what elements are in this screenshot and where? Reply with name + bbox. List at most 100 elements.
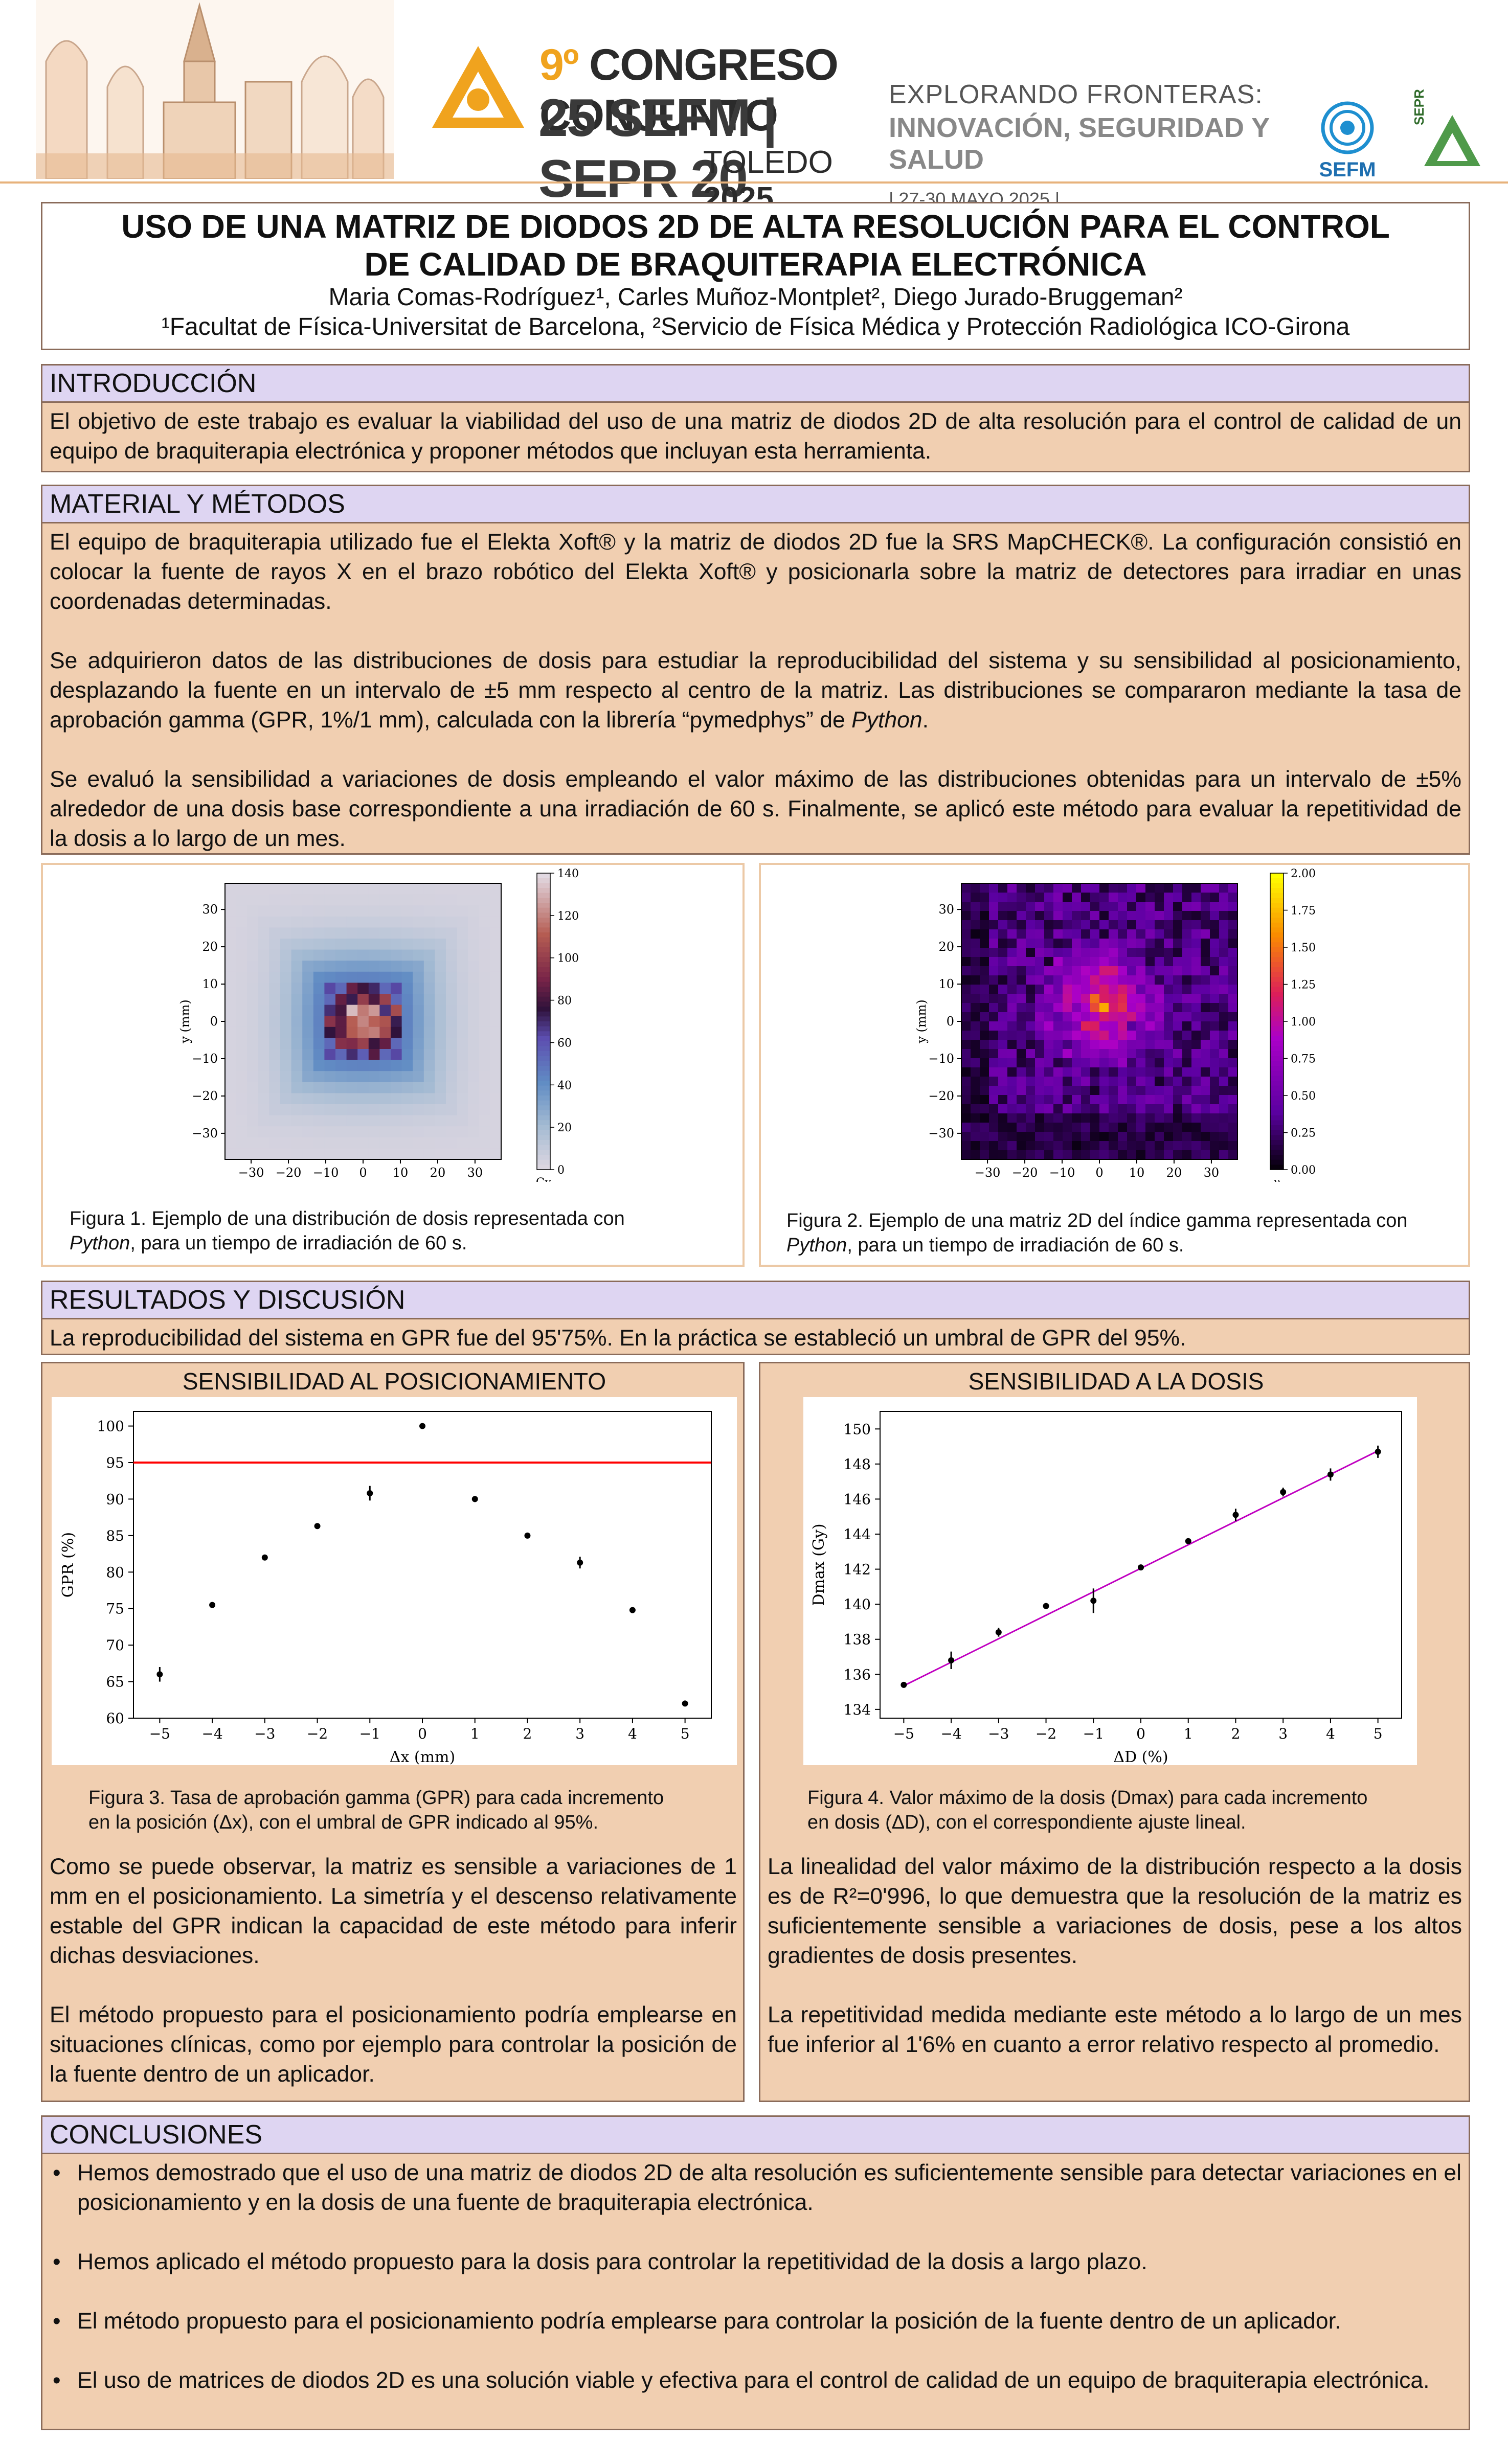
colorbar-segment bbox=[1270, 878, 1284, 883]
heatmap-cell bbox=[468, 894, 480, 906]
heatmap-cell bbox=[1127, 957, 1137, 967]
heatmap-cell bbox=[1035, 1040, 1045, 1050]
heatmap-cell bbox=[1099, 1058, 1109, 1068]
heatmap-cell bbox=[1219, 1095, 1229, 1105]
heatmap-cell bbox=[423, 1049, 435, 1061]
heatmap-cell bbox=[1035, 1095, 1045, 1105]
heatmap-cell bbox=[1090, 948, 1100, 957]
colorbar-segment bbox=[1270, 992, 1284, 997]
y-tick-label: −10 bbox=[192, 1052, 218, 1066]
heatmap-cell bbox=[423, 1115, 435, 1127]
heatmap-cell bbox=[423, 883, 435, 895]
heatmap-cell bbox=[1090, 1058, 1100, 1068]
heatmap-cell bbox=[1228, 1150, 1238, 1160]
heatmap-cell bbox=[435, 949, 446, 961]
heatmap-cell bbox=[468, 1082, 480, 1093]
heatmap-cell bbox=[1164, 948, 1174, 957]
colorbar-segment bbox=[1270, 1036, 1284, 1042]
heatmap-cell bbox=[236, 1082, 247, 1093]
heatmap-cell bbox=[247, 1137, 259, 1149]
heatmap-cell bbox=[1173, 1040, 1183, 1050]
heatmap-cell bbox=[1053, 1067, 1063, 1077]
heatmap-cell bbox=[335, 983, 347, 994]
heatmap-cell bbox=[1182, 1003, 1192, 1013]
conclusion-item: El método propuesto para el posicionamie… bbox=[50, 2307, 1461, 2336]
heatmap-cell bbox=[368, 916, 380, 928]
heatmap-cell bbox=[1017, 948, 1026, 957]
heatmap-cell bbox=[236, 927, 247, 939]
heatmap-cell bbox=[468, 1038, 480, 1050]
heatmap-cell bbox=[971, 1141, 980, 1151]
colorbar-segment bbox=[537, 1026, 550, 1032]
heatmap-cell bbox=[302, 961, 314, 972]
heatmap-cell bbox=[368, 994, 380, 1006]
heatmap-cell bbox=[1026, 985, 1036, 994]
heatmap-cell bbox=[980, 1049, 989, 1059]
heatmap-cell bbox=[247, 1005, 259, 1016]
heatmap-cell bbox=[1155, 939, 1164, 948]
heatmap-cell bbox=[1072, 902, 1082, 911]
heatmap-cell bbox=[1017, 1031, 1026, 1040]
heatmap-cell bbox=[1191, 1095, 1201, 1105]
banner-divider bbox=[0, 181, 1508, 184]
heatmap-cell bbox=[391, 1060, 402, 1071]
heatmap-cell bbox=[1201, 1031, 1210, 1040]
heatmap-cell bbox=[1063, 911, 1072, 921]
y-tick-label: 95 bbox=[106, 1454, 124, 1471]
heatmap-cell bbox=[1081, 1095, 1091, 1105]
heatmap-cell bbox=[291, 939, 303, 950]
heatmap-cell bbox=[401, 961, 413, 972]
heatmap-cell bbox=[1081, 1012, 1091, 1022]
heatmap-cell bbox=[435, 894, 446, 906]
heatmap-cell bbox=[1118, 1021, 1128, 1031]
heatmap-cell bbox=[1182, 1132, 1192, 1142]
heatmap-cell bbox=[1182, 1150, 1192, 1160]
data-point bbox=[995, 1629, 1002, 1635]
heatmap-cell bbox=[989, 1021, 999, 1031]
heatmap-cell bbox=[379, 1082, 391, 1093]
heatmap-cell bbox=[1127, 1150, 1137, 1160]
heatmap-cell bbox=[1072, 948, 1082, 957]
colorbar-segment bbox=[537, 922, 550, 928]
heatmap-cell bbox=[1090, 1104, 1100, 1114]
heatmap-cell bbox=[1044, 1132, 1054, 1142]
congress-emblem-icon bbox=[432, 46, 524, 128]
colorbar-tick-label: 0.50 bbox=[1291, 1090, 1316, 1103]
heatmap-cell bbox=[980, 1040, 989, 1050]
heatmap-cell bbox=[989, 1150, 999, 1160]
heatmap-cell bbox=[1228, 1077, 1238, 1086]
heatmap-cell bbox=[1182, 893, 1192, 902]
heatmap-cell bbox=[236, 939, 247, 950]
heatmap-cell bbox=[313, 1071, 325, 1083]
heatmap-cell bbox=[236, 994, 247, 1006]
heatmap-cell bbox=[225, 927, 237, 939]
heatmap-cell bbox=[490, 894, 502, 906]
heatmap-cell bbox=[413, 971, 424, 983]
colorbar-segment bbox=[537, 888, 550, 894]
heatmap-cell bbox=[291, 927, 303, 939]
colorbar-segment bbox=[1270, 918, 1284, 923]
heatmap-cell bbox=[980, 1058, 989, 1068]
heatmap-cell bbox=[1118, 985, 1128, 994]
heatmap-cell bbox=[291, 983, 303, 994]
colorbar-segment bbox=[537, 1056, 550, 1061]
heatmap-cell bbox=[1191, 994, 1201, 1003]
heatmap-cell bbox=[457, 1049, 468, 1061]
colorbar-segment bbox=[537, 967, 550, 972]
heatmap-cell bbox=[998, 966, 1008, 976]
colorbar-segment bbox=[1270, 967, 1284, 972]
heatmap-cell bbox=[998, 1086, 1008, 1096]
heatmap-cell bbox=[1145, 1150, 1155, 1160]
heatmap-cell bbox=[1173, 1012, 1183, 1022]
heatmap-cell bbox=[1044, 1058, 1054, 1068]
heatmap-cell bbox=[1182, 994, 1192, 1003]
heatmap-cell bbox=[401, 1115, 413, 1127]
figure-4-caption: Figura 4. Valor máximo de la dosis (Dmax… bbox=[807, 1787, 1368, 1833]
heatmap-cell bbox=[423, 916, 435, 928]
heatmap-cell bbox=[1118, 1123, 1128, 1132]
heatmap-cell bbox=[357, 1005, 369, 1016]
heatmap-cell bbox=[1228, 1040, 1238, 1050]
heatmap-cell bbox=[247, 1060, 259, 1071]
colorbar-segment bbox=[1270, 1096, 1284, 1101]
heatmap-cell bbox=[1109, 1067, 1118, 1077]
